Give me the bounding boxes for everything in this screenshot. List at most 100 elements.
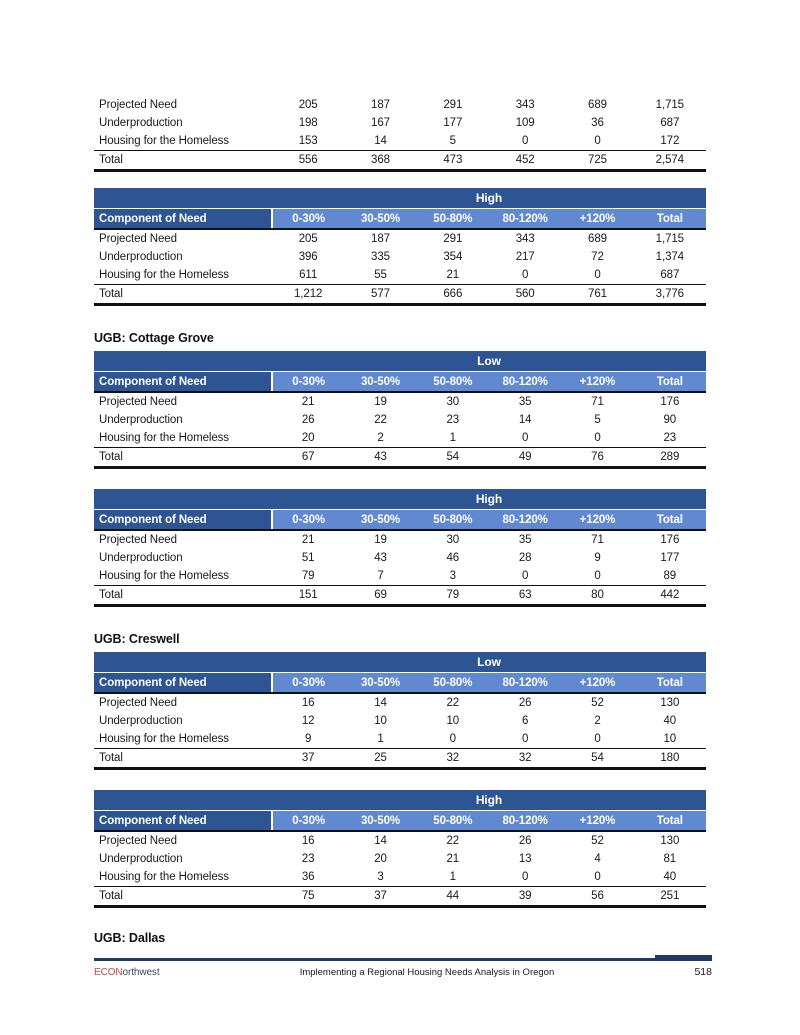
logo-suffix: orthwest [122, 967, 160, 978]
footer-row: ECONorthwest Implementing a Regional Hou… [94, 961, 712, 978]
value-cell: 71 [561, 392, 634, 411]
value-cell: 289 [633, 447, 706, 469]
value-cell: 28 [488, 549, 562, 567]
scenario-band-row: Low [94, 652, 706, 673]
table-header: Low Component of Need 0-30% 30-50% 50-80% 80-… [94, 351, 706, 393]
total-row: Total 67 43 54 49 76 289 [94, 447, 706, 469]
value-cell: 25 [344, 748, 417, 770]
column-header-row: Component of Need 0-30% 30-50% 50-80% 80-120… [94, 509, 706, 531]
scenario-label: High [272, 188, 706, 209]
value-cell: 180 [633, 748, 706, 770]
column-header-bin: 0-30% [270, 509, 345, 531]
value-cell: 21 [416, 266, 489, 285]
table-row: Underproduction 12 10 10 6 2 40 [94, 712, 706, 730]
column-header-row: Component of Need 0-30% 30-50% 50-80% 80-120… [94, 371, 706, 393]
total-row: Total 556 368 473 452 725 2,574 [94, 150, 706, 172]
value-cell: 63 [488, 585, 562, 607]
value-cell: 13 [488, 850, 562, 868]
table-row: Underproduction 51 43 46 28 9 177 [94, 549, 706, 567]
column-header-bin: 80-120% [488, 208, 562, 230]
table-body: Projected Need 205 187 291 343 689 1,715 Underp… [94, 96, 706, 172]
value-cell: 46 [416, 549, 489, 567]
section-heading-creswell: UGB: Creswell [94, 632, 180, 646]
scenario-band-row: High [94, 790, 706, 811]
table-high-continued: High Component of Need 0-30% 30-50% 50-80% 80… [94, 188, 706, 306]
value-cell: 90 [633, 411, 706, 429]
value-cell: 23 [272, 850, 345, 868]
value-cell: 40 [633, 712, 706, 730]
column-header-bin: 80-120% [488, 672, 562, 694]
table-row: Projected Need 16 14 22 26 52 130 [94, 831, 706, 850]
value-cell: 1 [416, 429, 489, 448]
value-cell: 7 [344, 567, 417, 586]
row-label: Housing for the Homeless [94, 868, 272, 887]
value-cell: 35 [488, 392, 562, 411]
value-cell: 10 [633, 730, 706, 749]
value-cell: 79 [272, 567, 345, 586]
value-cell: 1 [416, 868, 489, 887]
row-label: Total [94, 748, 272, 770]
table-row: Housing for the Homeless 611 55 21 0 0 687 [94, 266, 706, 285]
table-row: Housing for the Homeless 20 2 1 0 0 23 [94, 429, 706, 448]
table-body: Projected Need 16 14 22 26 52 130 Underproducti… [94, 693, 706, 770]
row-label: Underproduction [94, 850, 272, 868]
row-label: Housing for the Homeless [94, 132, 272, 151]
column-header-row: Component of Need 0-30% 30-50% 50-80% 80-120… [94, 208, 706, 230]
value-cell: 39 [488, 886, 562, 908]
value-cell: 23 [416, 411, 489, 429]
column-header-bin: 30-50% [344, 810, 417, 832]
value-cell: 26 [488, 831, 562, 850]
value-cell: 40 [633, 868, 706, 887]
value-cell: 21 [416, 850, 489, 868]
value-cell: 16 [272, 831, 345, 850]
value-cell: 26 [272, 411, 345, 429]
value-cell: 54 [561, 748, 634, 770]
value-cell: 1,715 [633, 229, 706, 248]
value-cell: 10 [344, 712, 417, 730]
value-cell: 20 [272, 429, 345, 448]
value-cell: 687 [633, 266, 706, 285]
table-creswell-low: Low Component of Need 0-30% 30-50% 50-80% 80-… [94, 652, 706, 770]
value-cell: 21 [272, 392, 345, 411]
value-cell: 19 [344, 392, 417, 411]
value-cell: 0 [561, 567, 634, 586]
value-cell: 30 [416, 530, 489, 549]
value-cell: 291 [416, 96, 489, 114]
value-cell: 89 [633, 567, 706, 586]
value-cell: 30 [416, 392, 489, 411]
value-cell: 3,776 [633, 284, 706, 306]
value-cell: 1,374 [633, 248, 706, 266]
table-row: Housing for the Homeless 79 7 3 0 0 89 [94, 567, 706, 586]
column-header-bin: 80-120% [488, 810, 562, 832]
value-cell: 44 [416, 886, 489, 908]
row-label: Housing for the Homeless [94, 266, 272, 285]
table-header: High Component of Need 0-30% 30-50% 50-80% 80… [94, 489, 706, 531]
value-cell: 187 [344, 96, 417, 114]
row-label: Underproduction [94, 549, 272, 567]
column-header-bin: +120% [561, 672, 634, 694]
value-cell: 205 [272, 229, 345, 248]
table-row: Underproduction 396 335 354 217 72 1,374 [94, 248, 706, 266]
value-cell: 32 [416, 748, 489, 770]
value-cell: 0 [561, 132, 634, 151]
row-label: Underproduction [94, 411, 272, 429]
value-cell: 335 [344, 248, 417, 266]
value-cell: 187 [344, 229, 417, 248]
value-cell: 23 [633, 429, 706, 448]
value-cell: 20 [344, 850, 417, 868]
value-cell: 687 [633, 114, 706, 132]
value-cell: 689 [561, 229, 634, 248]
value-cell: 0 [561, 266, 634, 285]
value-cell: 167 [344, 114, 417, 132]
row-label: Underproduction [94, 248, 272, 266]
row-label: Total [94, 284, 272, 306]
value-cell: 0 [561, 868, 634, 887]
value-cell: 81 [633, 850, 706, 868]
scenario-label: Low [272, 351, 706, 372]
column-header-bin: +120% [561, 371, 634, 393]
table-row: Housing for the Homeless 9 1 0 0 0 10 [94, 730, 706, 749]
section-heading-dallas: UGB: Dallas [94, 931, 166, 945]
row-label: Total [94, 886, 272, 908]
value-cell: 43 [344, 549, 417, 567]
column-header-bin: 80-120% [488, 509, 562, 531]
